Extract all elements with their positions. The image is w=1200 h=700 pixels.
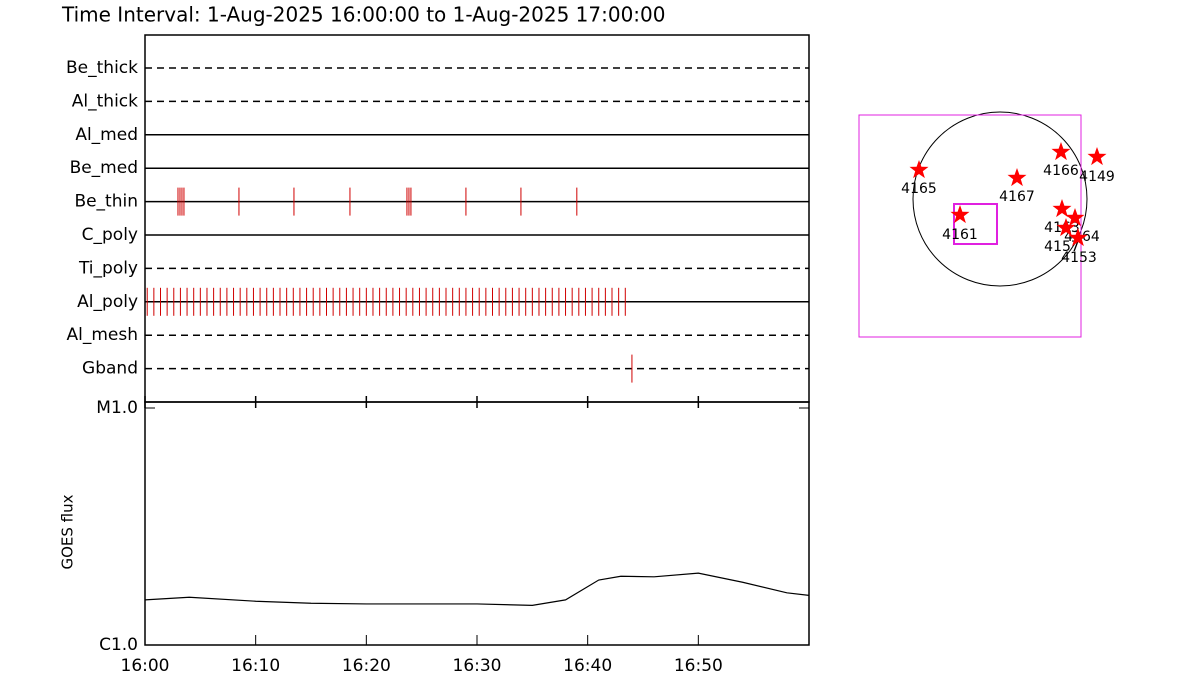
region-star	[1007, 168, 1027, 187]
active-region: 4167	[999, 168, 1035, 205]
active-region: 4165	[901, 160, 937, 197]
region-star	[1051, 142, 1071, 161]
row-label: Be_thick	[66, 58, 138, 78]
y-tick-label: C1.0	[99, 635, 138, 655]
active-region: 4157	[1044, 218, 1080, 255]
field-of-view	[858, 114, 1082, 338]
sun-map: 4165 4161 4167 4166 4149 4163 4164 4157 …	[858, 111, 1115, 338]
top-panel-frame	[144, 34, 810, 403]
region-label: 4157	[1044, 239, 1080, 255]
region-star	[1056, 218, 1076, 237]
goes-curve	[144, 572, 810, 606]
region-star	[1087, 147, 1107, 166]
region-star	[950, 205, 970, 224]
y-axis-label: GOES flux	[59, 494, 77, 569]
region-star	[909, 160, 929, 179]
row-label: Ti_poly	[78, 258, 138, 278]
row-label: Be_med	[70, 158, 138, 178]
x-tick-label: 16:20	[342, 656, 391, 676]
row-label: Be_thin	[74, 192, 138, 212]
y-tick-label: M1.0	[96, 398, 138, 418]
active-region: 4166	[1043, 142, 1079, 179]
row-label: Gband	[82, 359, 138, 379]
x-tick-label: 16:10	[231, 656, 280, 676]
x-tick-label: 16:40	[563, 656, 612, 676]
row-label: Al_poly	[77, 292, 138, 312]
region-label: 4165	[901, 181, 937, 197]
x-tick-label: 16:30	[453, 656, 502, 676]
row-label: Al_med	[75, 125, 138, 145]
row-label: Al_thick	[72, 91, 138, 111]
goes-panel-frame	[144, 401, 810, 646]
region-star	[1068, 228, 1088, 247]
active-region: 4149	[1079, 147, 1115, 185]
solar-disk	[912, 111, 1088, 287]
row-label: C_poly	[82, 225, 138, 245]
region-label: 4161	[942, 227, 978, 243]
x-tick-label: 16:00	[121, 656, 170, 676]
active-region: 4161	[942, 205, 978, 243]
region-label: 4149	[1079, 169, 1115, 185]
region-label: 4166	[1043, 163, 1079, 179]
region-star	[1065, 208, 1085, 227]
row-label: Al_mesh	[66, 325, 138, 345]
x-tick-label: 16:50	[674, 656, 723, 676]
chart-title: Time Interval: 1-Aug-2025 16:00:00 to 1-…	[61, 3, 666, 27]
region-star	[1052, 199, 1072, 218]
target-box	[953, 203, 998, 245]
active-region: 4153	[1061, 228, 1097, 266]
region-label: 4167	[999, 189, 1035, 205]
region-label: 4153	[1061, 250, 1097, 266]
